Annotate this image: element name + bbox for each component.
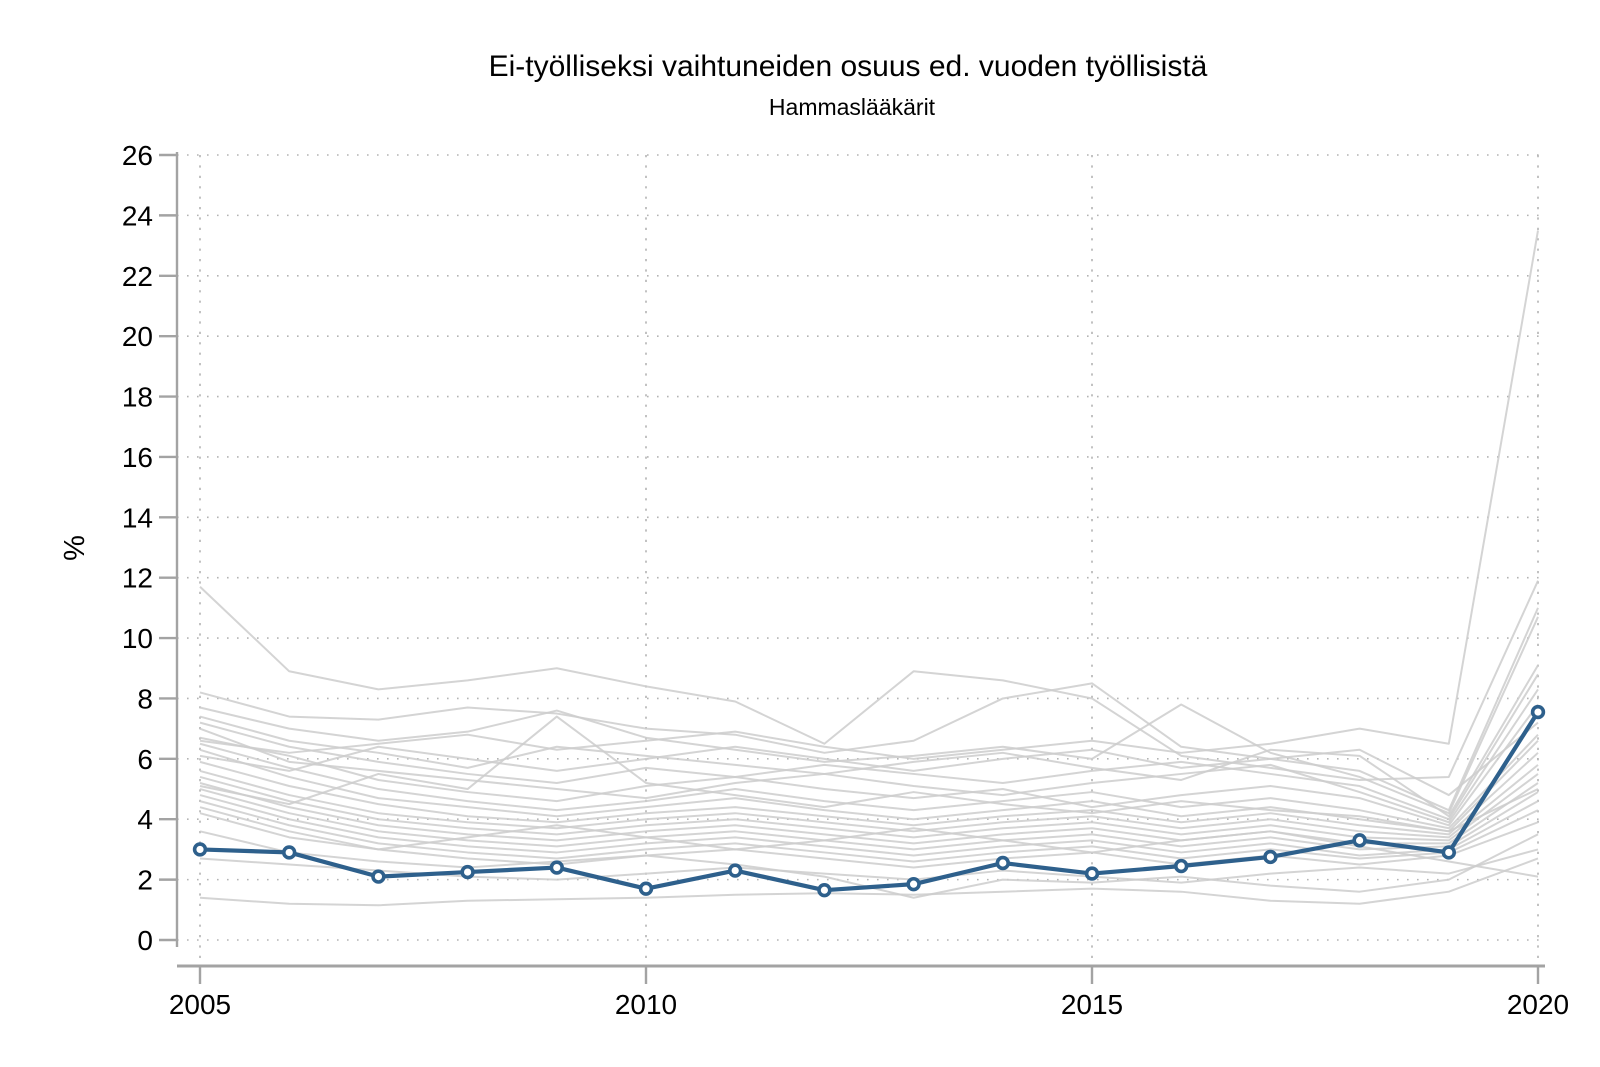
x-tick-label: 2015 [1061,989,1123,1020]
data-point-marker [549,860,564,875]
y-tick-label: 12 [122,563,153,594]
y-tick-label: 20 [122,321,153,352]
data-point-marker [817,882,832,898]
y-tick-label: 22 [122,261,153,292]
background-series-line [199,734,1539,830]
background-series-line [199,788,1539,851]
data-point-marker [1530,704,1546,720]
background-series-line [199,664,1539,818]
background-series-line [199,715,1539,833]
y-tick-label: 4 [137,804,153,835]
y-tick-label: 0 [137,925,153,956]
y-tick-label: 6 [137,744,153,775]
y-tick-label: 26 [122,140,153,171]
background-series-line [199,848,1539,884]
background-series [199,230,1539,907]
x-tick-label: 2010 [615,989,677,1020]
background-series-line [199,230,1539,760]
highlight-series [192,704,1546,898]
background-series-line [199,703,1539,827]
x-axis: 2005 2010 2015 2020 [169,964,1569,1020]
x-tick-label: 2020 [1507,989,1569,1020]
data-point-marker [1084,866,1100,881]
data-point-marker [371,869,386,884]
data-point-marker [995,855,1010,871]
data-point-marker [727,863,743,878]
background-series-line [199,782,1539,845]
background-series-line [199,806,1539,869]
background-series-line [199,616,1539,815]
background-series-line [199,721,1539,797]
data-point-marker [1173,858,1189,874]
background-series-line [199,800,1539,863]
data-point-marker [1263,849,1278,865]
y-tick-label: 18 [122,382,153,413]
background-series-line [199,812,1539,878]
data-point-marker [1352,833,1367,848]
data-point-marker [192,842,208,857]
y-tick-label: 2 [137,865,153,896]
chart-subtitle: Hammaslääkärit [769,94,936,120]
y-tick-label: 24 [122,200,153,231]
y-tick-label: 10 [122,623,153,654]
y-axis-label: % [59,535,91,561]
y-tick-label: 14 [122,502,153,533]
data-point-marker [1441,845,1457,860]
background-series-line [199,673,1539,821]
chart-title: Ei-työlliseksi vaihtuneiden osuus ed. vu… [489,50,1208,83]
background-series-line [199,857,1539,907]
y-tick-label: 8 [137,683,153,714]
background-series-line [199,764,1539,839]
background-series-line [199,752,1539,836]
background-series-line [199,773,1539,842]
x-tick-label: 2005 [169,989,231,1020]
data-point-marker [460,864,475,880]
highlight-series-line [199,710,1540,893]
data-point-marker [282,845,297,860]
data-point-marker [638,881,654,896]
background-series-line [199,580,1539,781]
background-series-line [199,688,1539,824]
data-point-marker [906,876,921,892]
y-tick-label: 16 [122,442,153,473]
